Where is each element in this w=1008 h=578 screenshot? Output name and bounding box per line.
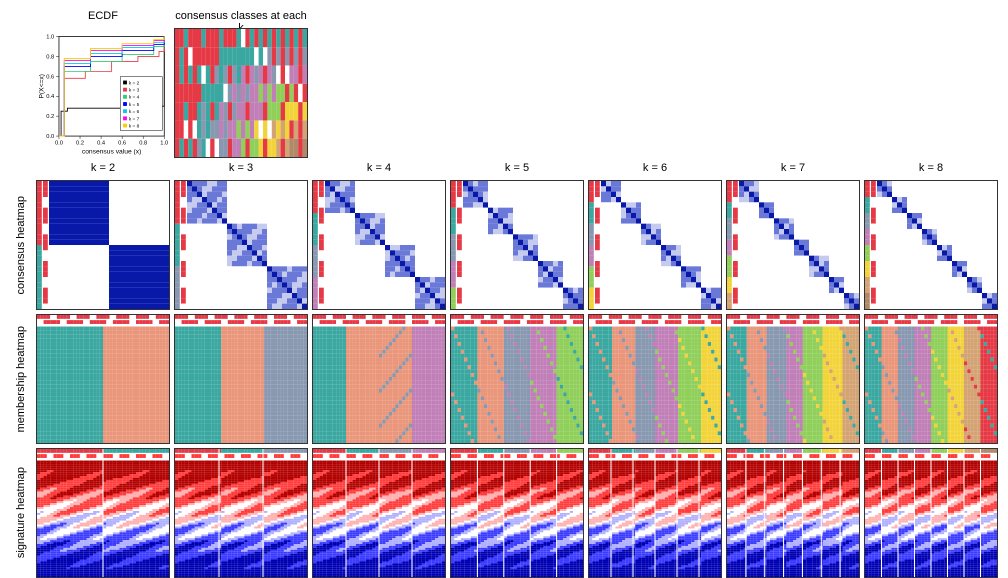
signature-heatmap-k5 <box>450 448 584 578</box>
signature-heatmap-k2 <box>36 448 170 578</box>
k-label: k = 4 <box>312 162 446 176</box>
ecdf-title: ECDF <box>36 10 170 24</box>
k-label: k = 5 <box>450 162 584 176</box>
svg-text:k = 8: k = 8 <box>129 123 140 129</box>
svg-text:0.4: 0.4 <box>97 141 106 147</box>
consensus-heatmap-k2 <box>36 180 170 310</box>
membership-heatmap-k3 <box>174 314 308 444</box>
consensus-heatmap-k7 <box>726 180 860 310</box>
membership-heatmap-k5 <box>450 314 584 444</box>
svg-text:0.2: 0.2 <box>46 114 54 120</box>
svg-text:0.8: 0.8 <box>139 141 147 147</box>
signature-heatmap-k7 <box>726 448 860 578</box>
membership-heatmap-k6 <box>588 314 722 444</box>
consensus-heatmap-k4 <box>312 180 446 310</box>
svg-text:k = 2: k = 2 <box>129 80 140 86</box>
consensus-heatmap-k5 <box>450 180 584 310</box>
signature-heatmap-k3 <box>174 448 308 578</box>
svg-text:k = 3: k = 3 <box>129 88 140 94</box>
svg-text:k = 6: k = 6 <box>129 109 140 115</box>
k-label: k = 3 <box>174 162 308 176</box>
row-label-consensus: consensus heatmap <box>15 196 27 294</box>
consensus-heatmap-k8 <box>864 180 998 310</box>
signature-heatmap-k6 <box>588 448 722 578</box>
k-label: k = 2 <box>36 162 170 176</box>
row-label-signature: signature heatmap <box>15 467 27 558</box>
consensus-classes-panel <box>174 28 308 158</box>
svg-text:0.0: 0.0 <box>46 134 54 140</box>
svg-text:0.4: 0.4 <box>46 94 55 100</box>
svg-text:0.6: 0.6 <box>46 74 54 80</box>
membership-heatmap-k4 <box>312 314 446 444</box>
membership-heatmap-k8 <box>864 314 998 444</box>
k-label: k = 6 <box>588 162 722 176</box>
svg-text:0.2: 0.2 <box>76 141 84 147</box>
signature-heatmap-k8 <box>864 448 998 578</box>
svg-text:1.0: 1.0 <box>46 34 54 40</box>
consensus-heatmap-k3 <box>174 180 308 310</box>
row-label-membership: membership heatmap <box>15 326 27 432</box>
svg-text:0.0: 0.0 <box>55 141 63 147</box>
classes-title: consensus classes at each k <box>174 10 308 24</box>
svg-text:k = 5: k = 5 <box>129 102 140 108</box>
membership-heatmap-k2 <box>36 314 170 444</box>
svg-text:k = 7: k = 7 <box>129 116 140 122</box>
svg-text:k = 4: k = 4 <box>129 95 140 101</box>
k-label: k = 7 <box>726 162 860 176</box>
k-label: k = 8 <box>864 162 998 176</box>
svg-text:0.8: 0.8 <box>46 54 54 60</box>
svg-text:P(X<=x): P(X<=x) <box>39 74 46 99</box>
signature-heatmap-k4 <box>312 448 446 578</box>
svg-text:consensus value (x): consensus value (x) <box>82 148 141 155</box>
consensus-heatmap-k6 <box>588 180 722 310</box>
ecdf-panel: 0.0 0.2 0.4 0.6 0.8 1.0 0.0 0.2 0.4 0.6 0.8 1.0 cons… <box>36 28 170 158</box>
svg-text:0.6: 0.6 <box>118 141 126 147</box>
membership-heatmap-k7 <box>726 314 860 444</box>
svg-text:1.0: 1.0 <box>160 141 168 147</box>
